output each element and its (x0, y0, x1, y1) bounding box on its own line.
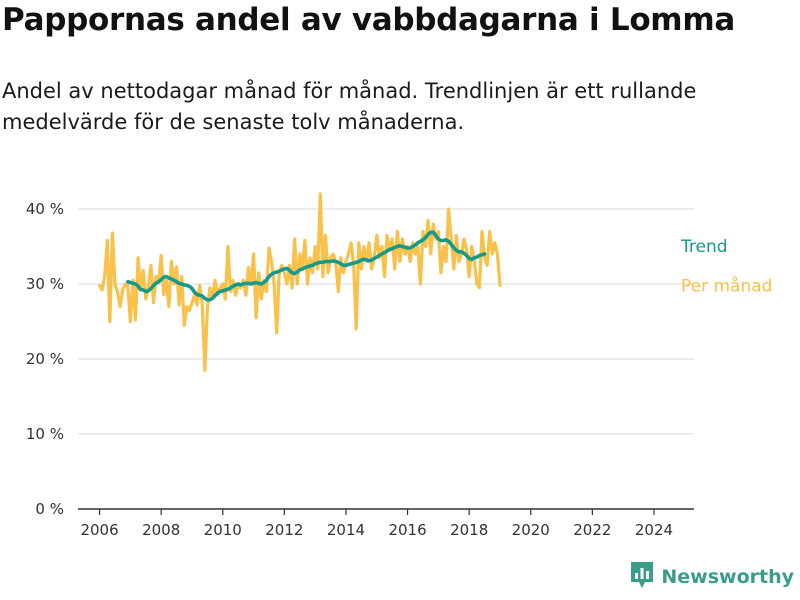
brand-name: Newsworthy (661, 566, 794, 588)
x-tick-label: 2020 (512, 521, 550, 539)
brand-logo: Newsworthy (629, 560, 794, 594)
x-tick-label: 2014 (327, 521, 365, 539)
bar-chart-logo-icon (629, 560, 655, 594)
x-tick-label: 2006 (80, 521, 118, 539)
series-labels: Trend Per månad (680, 237, 772, 297)
y-axis: 0 % 10 % 20 % 30 % 40 % (26, 200, 64, 518)
chart-title: Pappornas andel av vabbdagarna i Lomma (2, 2, 735, 38)
y-tick-label: 20 % (26, 350, 64, 368)
y-tick-label: 10 % (26, 425, 64, 443)
y-tick-label: 30 % (26, 275, 64, 293)
x-tick-label: 2008 (142, 521, 180, 539)
x-tick-label: 2018 (450, 521, 488, 539)
series-line-trend (126, 230, 487, 302)
series (97, 192, 502, 372)
x-tick-label: 2012 (265, 521, 303, 539)
x-tick-label: 2010 (204, 521, 242, 539)
y-tick-label: 0 % (35, 500, 64, 518)
series-label-trend: Trend (680, 237, 728, 257)
x-tick-label: 2024 (635, 521, 673, 539)
x-tick-label: 2016 (388, 521, 426, 539)
x-axis: 2006 2008 2010 2012 2014 2016 2018 2020 2022 2024 (80, 509, 673, 539)
chart-subtitle: Andel av nettodagar månad för månad. Tre… (2, 79, 697, 134)
series-label-monthly: Per månad (681, 276, 772, 297)
x-tick-label: 2022 (573, 521, 611, 539)
y-tick-label: 40 % (26, 200, 64, 218)
series-line-monthly (97, 192, 502, 372)
